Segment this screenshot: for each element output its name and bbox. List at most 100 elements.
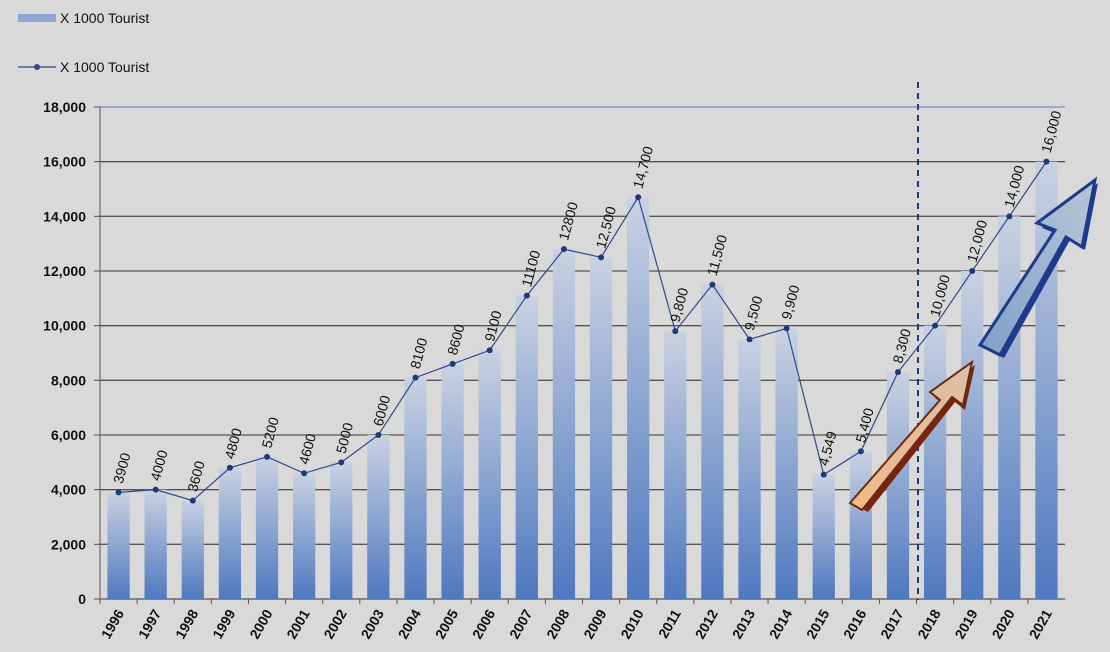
line-marker <box>969 268 976 274</box>
x-tick-label: 2021 <box>1026 606 1056 641</box>
x-tick-label: 2014 <box>766 606 796 641</box>
data-label: 6000 <box>370 393 394 427</box>
x-tick-label: 1999 <box>209 606 239 641</box>
data-label: 16,000 <box>1038 109 1065 155</box>
bar <box>961 271 984 599</box>
bar <box>404 377 427 599</box>
orange-arrow <box>848 359 974 512</box>
line-marker <box>115 489 122 496</box>
bar <box>515 295 538 599</box>
y-tick-label: 0 <box>78 591 86 607</box>
data-label: 8600 <box>444 322 468 356</box>
data-label: 14,000 <box>1001 163 1028 209</box>
bar <box>627 197 650 599</box>
bar <box>367 435 390 599</box>
data-label: 3900 <box>110 451 134 485</box>
x-tick-label: 1997 <box>135 606 165 641</box>
line-marker <box>932 322 939 329</box>
line-marker <box>1043 158 1050 165</box>
bar <box>886 372 910 599</box>
bar <box>144 489 167 599</box>
line-marker <box>635 194 642 201</box>
line-marker <box>301 470 308 477</box>
line-marker <box>338 459 345 466</box>
data-label: 5000 <box>333 421 357 455</box>
x-tick-label: 2012 <box>692 606 722 641</box>
x-tick-label: 2011 <box>655 606 684 640</box>
bar <box>107 492 130 599</box>
x-tick-label: 2016 <box>840 606 870 641</box>
line-marker <box>598 254 605 261</box>
legend-label: X 1000 Tourist <box>60 10 149 26</box>
y-tick-label: 14,000 <box>43 208 86 224</box>
bar <box>293 473 316 599</box>
bar <box>998 216 1021 600</box>
bar <box>701 284 724 599</box>
x-tick-label: 2010 <box>617 606 647 641</box>
legend-swatch <box>18 14 56 22</box>
bar <box>812 474 835 599</box>
x-tick-label: 2005 <box>432 606 462 641</box>
y-tick-label: 12,000 <box>43 263 86 279</box>
line-marker <box>783 325 790 332</box>
y-tick-label: 2,000 <box>51 536 86 552</box>
bar <box>552 249 576 599</box>
bar <box>664 331 687 599</box>
data-label: 8,300 <box>889 327 914 365</box>
data-label: 10,000 <box>927 273 954 319</box>
data-label: 12800 <box>555 200 581 242</box>
line-marker <box>560 246 567 253</box>
y-tick-label: 18,000 <box>43 99 86 115</box>
line-marker <box>709 281 716 288</box>
legend-label: X 1000 Tourist <box>60 59 149 75</box>
y-tick-label: 8,000 <box>51 372 86 388</box>
y-tick-label: 6,000 <box>51 427 86 443</box>
y-tick-label: 4,000 <box>51 482 86 498</box>
x-tick-label: 2020 <box>988 606 1018 641</box>
x-tick-label: 2007 <box>506 606 536 641</box>
bar <box>181 500 204 599</box>
line-marker <box>894 369 901 376</box>
x-tick-label: 2015 <box>803 606 833 641</box>
blue-arrow <box>977 176 1098 357</box>
x-tick-label: 2008 <box>543 606 573 641</box>
data-label: 9,500 <box>741 294 766 332</box>
bar <box>589 257 613 599</box>
x-tick-label: 2017 <box>877 606 907 641</box>
bar <box>441 363 464 599</box>
x-tick-label: 2001 <box>283 606 313 641</box>
line-marker <box>820 471 827 478</box>
line-marker <box>449 360 456 367</box>
data-label: 9,800 <box>667 286 692 324</box>
bar <box>775 328 798 599</box>
x-tick-label: 1996 <box>98 606 128 641</box>
x-tick-label: 2004 <box>395 606 425 641</box>
data-label: 12,500 <box>593 204 620 250</box>
bar <box>923 325 947 599</box>
line <box>118 161 1047 502</box>
x-tick-label: 2003 <box>358 606 388 641</box>
line-marker <box>264 453 271 460</box>
data-label: 4800 <box>221 426 245 460</box>
bar <box>478 350 501 599</box>
data-label: 8100 <box>407 336 431 370</box>
line-marker <box>152 486 159 493</box>
bar <box>330 462 353 599</box>
x-tick-label: 1998 <box>172 606 202 641</box>
bar <box>738 339 761 599</box>
data-label: 4600 <box>296 432 320 466</box>
y-tick-label: 16,000 <box>43 154 86 170</box>
data-label: 5200 <box>258 415 282 449</box>
line-marker <box>857 448 864 455</box>
line-marker <box>1006 213 1013 220</box>
legend-marker <box>34 64 40 70</box>
line-marker <box>672 328 679 335</box>
x-tick-label: 2000 <box>246 606 276 641</box>
x-tick-label: 2013 <box>729 606 759 641</box>
data-label: 9100 <box>481 309 505 343</box>
bar <box>255 456 279 599</box>
line-marker <box>523 292 530 299</box>
x-tick-label: 2018 <box>914 606 944 641</box>
x-tick-label: 2006 <box>469 606 499 641</box>
